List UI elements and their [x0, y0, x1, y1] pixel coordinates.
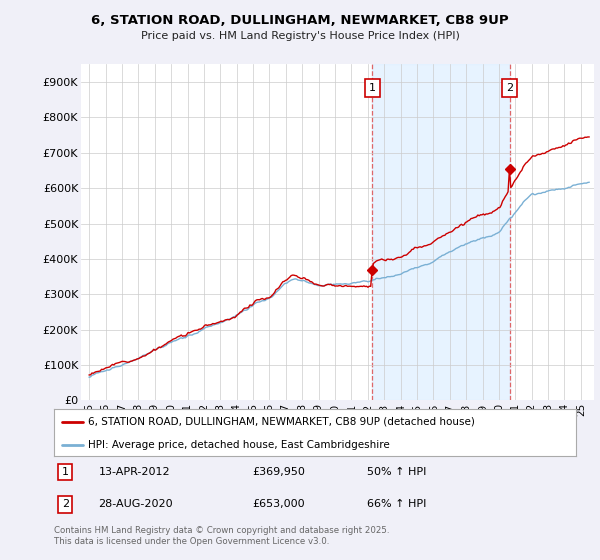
Text: 2: 2 [62, 500, 69, 509]
Text: Contains HM Land Registry data © Crown copyright and database right 2025.
This d: Contains HM Land Registry data © Crown c… [54, 526, 389, 546]
Text: 1: 1 [369, 83, 376, 93]
Text: 13-APR-2012: 13-APR-2012 [98, 467, 170, 477]
Text: £653,000: £653,000 [253, 500, 305, 509]
Bar [373, 64, 509, 400]
Text: 1: 1 [62, 467, 69, 477]
Text: £369,950: £369,950 [253, 467, 305, 477]
Text: 66% ↑ HPI: 66% ↑ HPI [367, 500, 427, 509]
Text: 2: 2 [506, 83, 513, 93]
Text: Price paid vs. HM Land Registry's House Price Index (HPI): Price paid vs. HM Land Registry's House … [140, 31, 460, 41]
Text: HPI: Average price, detached house, East Cambridgeshire: HPI: Average price, detached house, East… [88, 440, 389, 450]
Text: 50% ↑ HPI: 50% ↑ HPI [367, 467, 427, 477]
Text: 6, STATION ROAD, DULLINGHAM, NEWMARKET, CB8 9UP: 6, STATION ROAD, DULLINGHAM, NEWMARKET, … [91, 14, 509, 27]
Text: 6, STATION ROAD, DULLINGHAM, NEWMARKET, CB8 9UP (detached house): 6, STATION ROAD, DULLINGHAM, NEWMARKET, … [88, 417, 475, 427]
Text: 28-AUG-2020: 28-AUG-2020 [98, 500, 173, 509]
